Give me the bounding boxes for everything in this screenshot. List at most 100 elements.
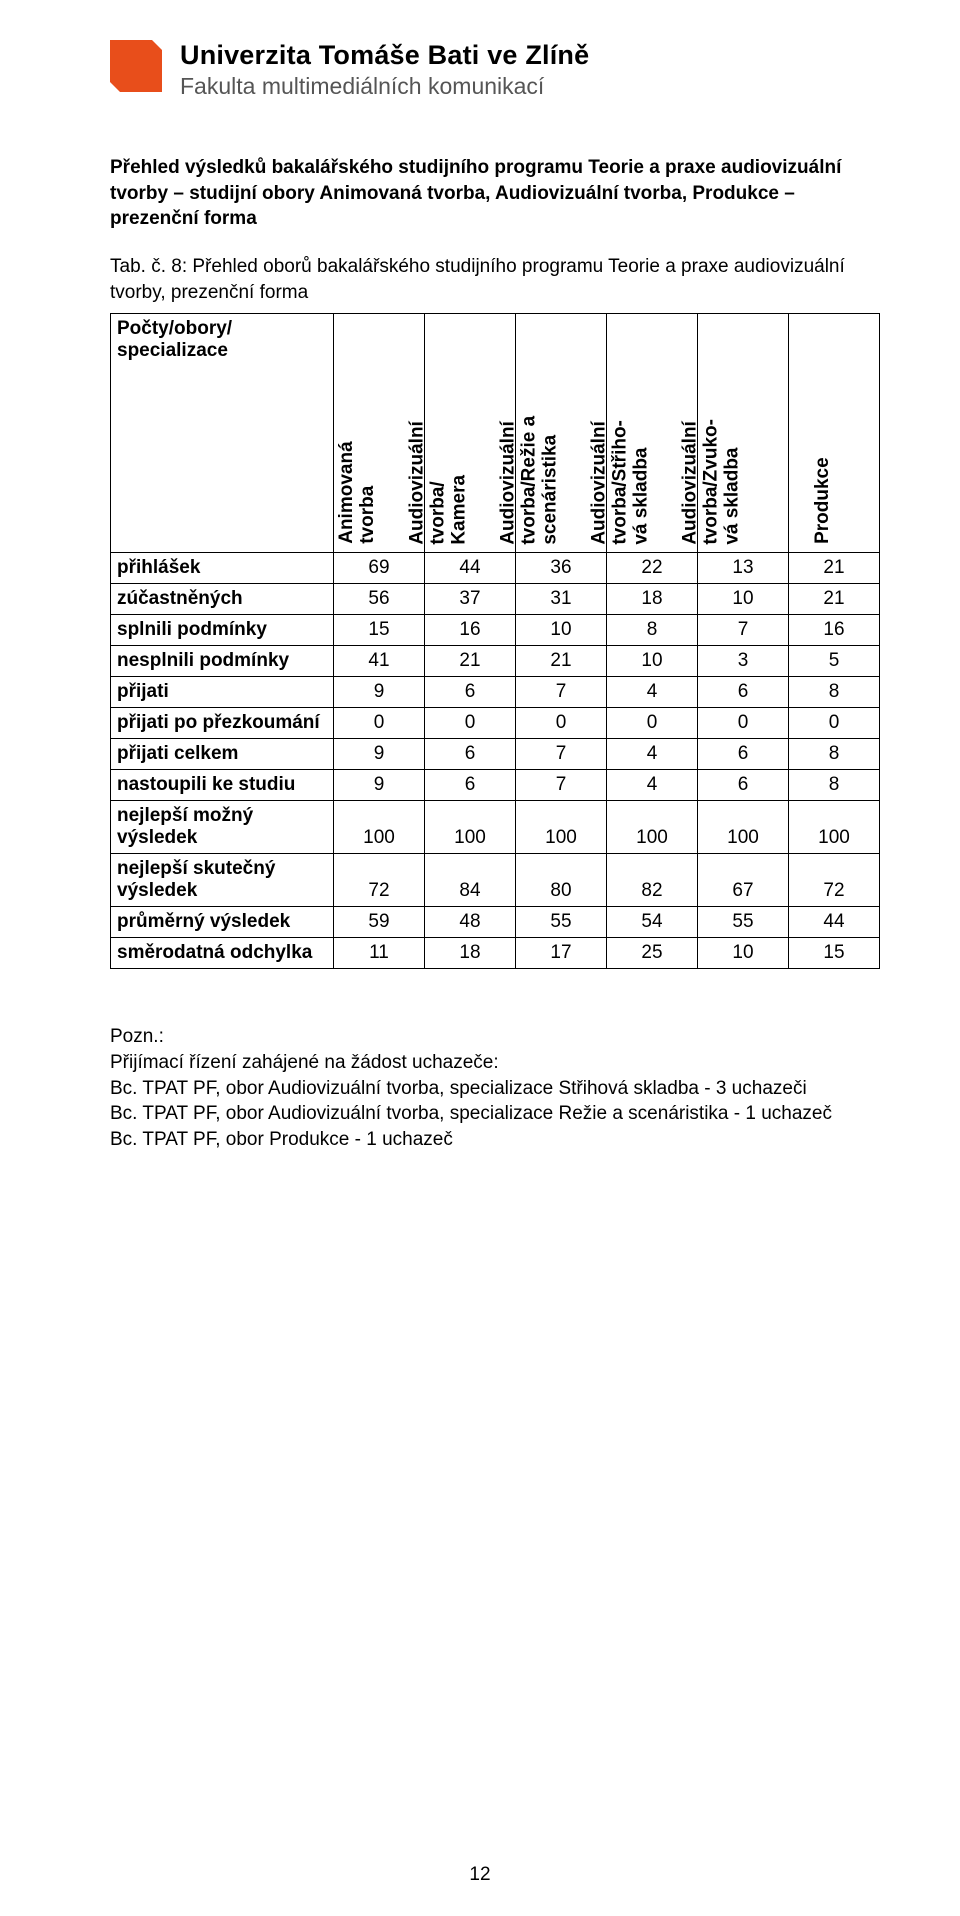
col4-l3: vá skladba xyxy=(722,419,743,545)
cell: 67 xyxy=(698,854,789,907)
cell: 8 xyxy=(789,739,880,770)
table-row: zúčastněných563731181021 xyxy=(111,584,880,615)
col2-l3: scenáristika xyxy=(540,415,561,544)
cell: 6 xyxy=(698,770,789,801)
cell: 100 xyxy=(516,801,607,854)
row-label: přijati po přezkoumání xyxy=(111,708,334,739)
cell: 9 xyxy=(334,677,425,708)
corner-label-1: Počty/obory/ xyxy=(117,318,232,339)
cell: 44 xyxy=(789,907,880,938)
cell: 6 xyxy=(698,677,789,708)
table-row: nejlepší možný výsledek10010010010010010… xyxy=(111,801,880,854)
cell: 10 xyxy=(516,615,607,646)
col3-l3: vá skladba xyxy=(631,420,652,545)
table-row: přijati po přezkoumání000000 xyxy=(111,708,880,739)
col4-l1: Audiovizuální xyxy=(679,421,700,545)
cell: 15 xyxy=(789,938,880,969)
corner-label-2: specializace xyxy=(117,340,228,361)
notes-line3: Bc. TPAT PF, obor Audiovizuální tvorba, … xyxy=(110,1101,880,1127)
notes-block: Pozn.: Přijímací řízení zahájené na žádo… xyxy=(110,1024,880,1152)
notes-line2: Bc. TPAT PF, obor Audiovizuální tvorba, … xyxy=(110,1076,880,1102)
cell: 100 xyxy=(334,801,425,854)
col-header-5: Produkce xyxy=(789,314,880,553)
col5-l1: Produkce xyxy=(812,458,833,545)
col0-l2: tvorba xyxy=(358,442,379,544)
cell: 21 xyxy=(789,553,880,584)
cell: 54 xyxy=(607,907,698,938)
cell: 7 xyxy=(698,615,789,646)
cell: 8 xyxy=(789,770,880,801)
row-label: splnili podmínky xyxy=(111,615,334,646)
table-row: nesplnili podmínky4121211035 xyxy=(111,646,880,677)
cell: 0 xyxy=(516,708,607,739)
cell: 10 xyxy=(607,646,698,677)
cell: 13 xyxy=(698,553,789,584)
cell: 21 xyxy=(789,584,880,615)
cell: 72 xyxy=(334,854,425,907)
cell: 16 xyxy=(789,615,880,646)
cell: 6 xyxy=(425,677,516,708)
cell: 55 xyxy=(698,907,789,938)
cell: 7 xyxy=(516,739,607,770)
table-row: přihlášek694436221321 xyxy=(111,553,880,584)
cell: 16 xyxy=(425,615,516,646)
cell: 0 xyxy=(789,708,880,739)
cell: 44 xyxy=(425,553,516,584)
faculty-name: Fakulta multimediálních komunikací xyxy=(180,73,589,100)
cell: 18 xyxy=(425,938,516,969)
row-label: nastoupili ke studiu xyxy=(111,770,334,801)
row-label: směrodatná odchylka xyxy=(111,938,334,969)
row-label: nejlepší skutečný výsledek xyxy=(111,854,334,907)
document-page: Univerzita Tomáše Bati ve Zlíně Fakulta … xyxy=(0,0,960,1916)
cell: 0 xyxy=(698,708,789,739)
col2-l1: Audiovizuální xyxy=(497,421,518,545)
table-row: nejlepší skutečný výsledek728480826772 xyxy=(111,854,880,907)
cell: 8 xyxy=(607,615,698,646)
table-header-row: Počty/obory/ specializace Animovaná tvor… xyxy=(111,314,880,553)
row-label: přijati xyxy=(111,677,334,708)
cell: 41 xyxy=(334,646,425,677)
cell: 3 xyxy=(698,646,789,677)
col0-l1: Animovaná xyxy=(336,442,357,544)
cell: 72 xyxy=(789,854,880,907)
cell: 55 xyxy=(516,907,607,938)
cell: 37 xyxy=(425,584,516,615)
cell: 7 xyxy=(516,677,607,708)
table-row: směrodatná odchylka111817251015 xyxy=(111,938,880,969)
cell: 36 xyxy=(516,553,607,584)
row-label: přijati celkem xyxy=(111,739,334,770)
cell: 15 xyxy=(334,615,425,646)
table-caption: Tab. č. 8: Přehled oborů bakalářského st… xyxy=(110,254,880,305)
cell: 100 xyxy=(698,801,789,854)
cell: 80 xyxy=(516,854,607,907)
cell: 100 xyxy=(425,801,516,854)
col-header-4: Audiovizuální tvorba/Zvuko- vá skladba xyxy=(698,314,789,553)
notes-line1: Přijímací řízení zahájené na žádost ucha… xyxy=(110,1050,880,1076)
table-body: přihlášek694436221321zúčastněných5637311… xyxy=(111,553,880,969)
university-name: Univerzita Tomáše Bati ve Zlíně xyxy=(180,40,589,71)
row-label: zúčastněných xyxy=(111,584,334,615)
cell: 21 xyxy=(516,646,607,677)
table-row: nastoupili ke studiu967468 xyxy=(111,770,880,801)
col3-l2: tvorba/Střiho- xyxy=(610,420,631,545)
row-label: přihlášek xyxy=(111,553,334,584)
cell: 25 xyxy=(607,938,698,969)
page-number: 12 xyxy=(0,1864,960,1886)
cell: 0 xyxy=(425,708,516,739)
cell: 31 xyxy=(516,584,607,615)
cell: 8 xyxy=(789,677,880,708)
cell: 4 xyxy=(607,770,698,801)
cell: 69 xyxy=(334,553,425,584)
table-row: průměrný výsledek594855545544 xyxy=(111,907,880,938)
cell: 6 xyxy=(425,739,516,770)
cell: 100 xyxy=(789,801,880,854)
cell: 21 xyxy=(425,646,516,677)
cell: 56 xyxy=(334,584,425,615)
cell: 10 xyxy=(698,584,789,615)
cell: 11 xyxy=(334,938,425,969)
col1-l1: Audiovizuální xyxy=(406,421,427,545)
header-text: Univerzita Tomáše Bati ve Zlíně Fakulta … xyxy=(180,40,589,100)
cell: 59 xyxy=(334,907,425,938)
university-logo-icon xyxy=(110,40,162,92)
cell: 6 xyxy=(425,770,516,801)
